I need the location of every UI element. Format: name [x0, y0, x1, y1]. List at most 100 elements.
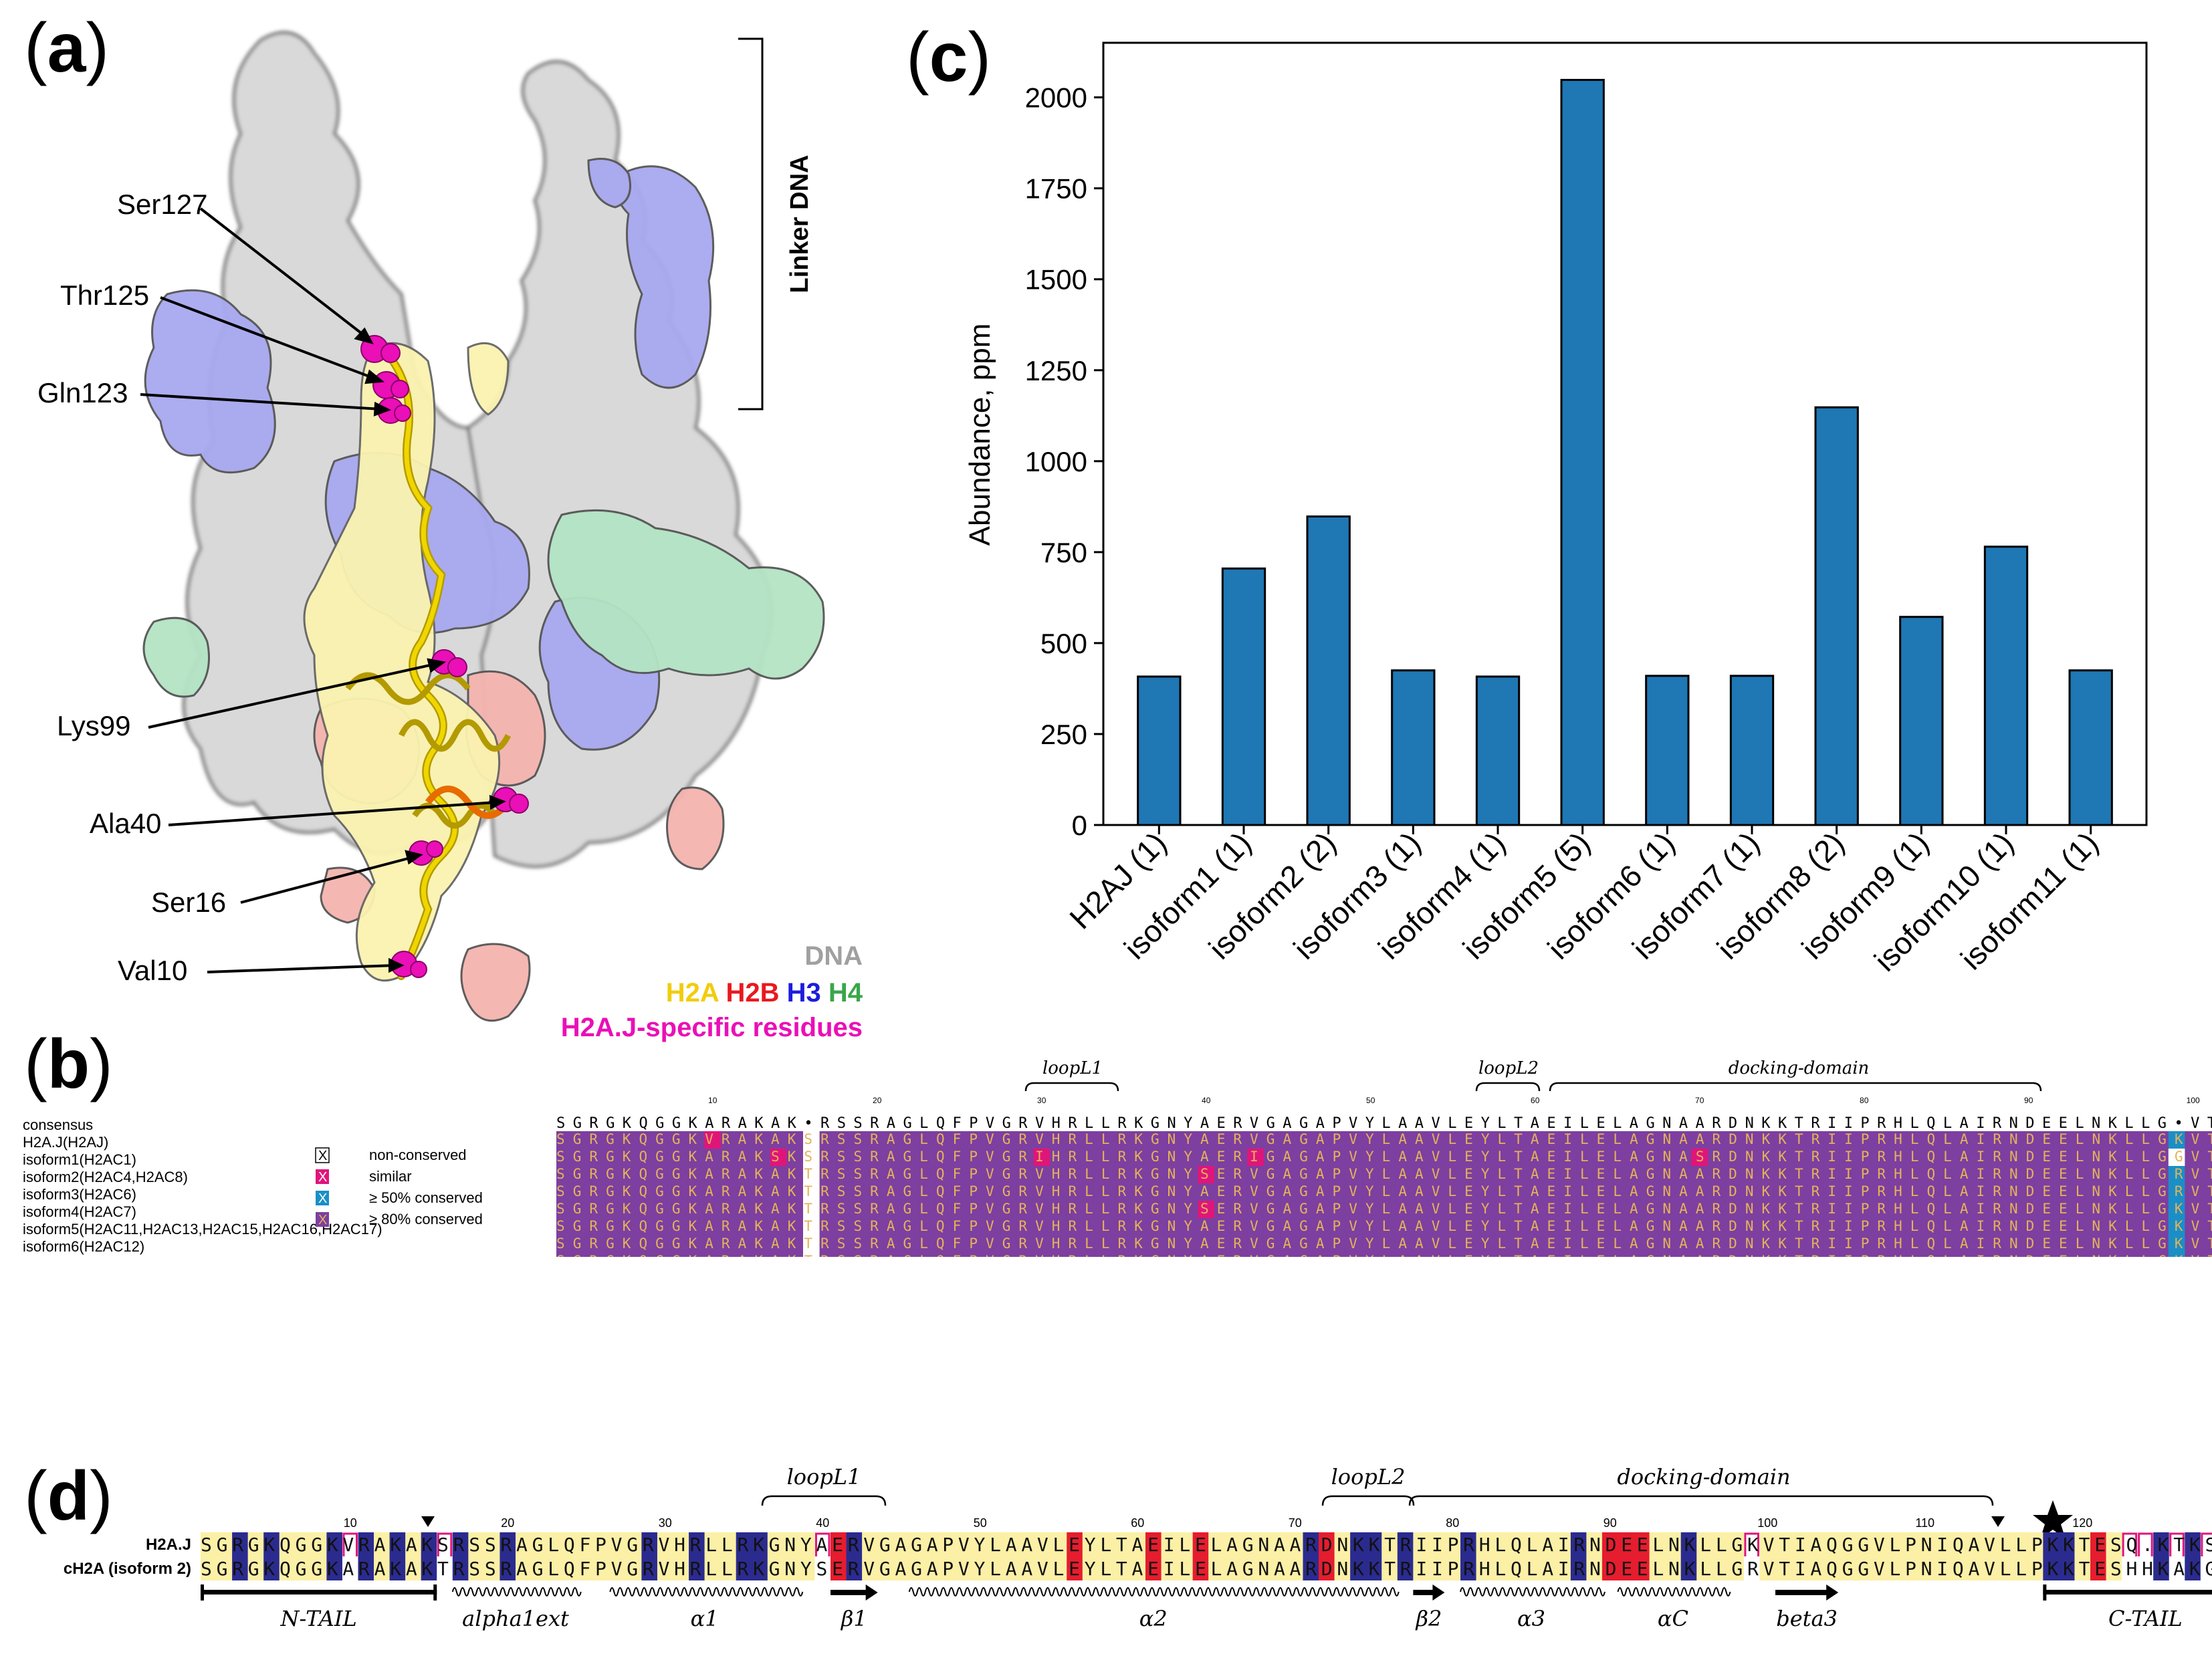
sequence-name: isoform2(H2AC4,H2AC8): [23, 1169, 188, 1185]
alignment-sequence: SGRGKQGGKARAKSKSRSSRAGLQFPVGRIHRLLRKGNYA…: [556, 1149, 2212, 1165]
triangle-marker-icon: [421, 1516, 435, 1527]
residue-label: Ser127: [117, 189, 207, 220]
sequence-name: isoform7(H2AC14): [23, 1256, 144, 1257]
secondary-structure-label: β1: [841, 1606, 867, 1631]
bar: [1899, 616, 1944, 826]
panel-d-alignment: loopL1 loopL2 docking-domain 10 20 30 40 50 6…: [64, 1464, 2212, 1631]
alignment-row: SGRGKQGGKVRAKAKSRSSRAGLQFPVGRVHRLLRKGNYA…: [201, 1532, 2212, 1580]
sequence-name: isoform1(H2AC1): [23, 1151, 136, 1168]
alignment-sequence: SGRGKQGGKARAKAKTRSSRAGLQFPVGRVHRLLRKGNYS…: [556, 1201, 2212, 1217]
alignment-sequence: SGRGKQGGKVRAKAKSRSSRAGLQFPVGRVHRLLRKGNYA…: [556, 1131, 2212, 1147]
linker-dna-label: Linker DNA: [786, 155, 814, 293]
y-tick-label: 0: [1072, 810, 1087, 841]
position-tick: 100: [1757, 1516, 1777, 1530]
position-tick: 90: [2024, 1096, 2033, 1105]
residue-label: Gln123: [37, 377, 128, 408]
bar: [1221, 567, 1266, 826]
position-tick: 50: [1366, 1096, 1375, 1105]
position-tick: 110: [1915, 1516, 1934, 1530]
sequence-name: isoform4(H2AC7): [23, 1203, 136, 1220]
legend-histones: H2A H2B H3 H4: [666, 978, 863, 1008]
residue-label: Thr125: [60, 279, 149, 311]
alignment-sequence: SGRGKQGGKARAKAKTRSSRAGLQFPVGRVHRLLRKGNYA…: [556, 1218, 2212, 1234]
docking-domain-label: docking-domain: [1729, 1058, 1870, 1078]
loopL2-label: loopL2: [1331, 1464, 1406, 1490]
plot-frame: [1102, 41, 2148, 826]
panel-b-label: (b): [24, 1026, 113, 1103]
secondary-structure-label: αC: [1658, 1606, 1688, 1631]
position-tick: 40: [816, 1516, 829, 1530]
legend-glyph: X: [318, 1191, 327, 1206]
position-tick: 90: [1603, 1516, 1617, 1530]
alignment-sequence: SGRGKQGGKARAKAKTRSSRAGLQFPVGRVHRLLRKGNYA…: [556, 1235, 2212, 1252]
bar: [1560, 79, 1605, 826]
legend-specific: H2A.J-specific residues: [561, 1013, 863, 1042]
position-tick: 30: [1037, 1096, 1046, 1105]
legend-text: similar: [369, 1168, 412, 1185]
alignment-row: SGRGKQGGKARAKAKTRSSRAGLQFPVGRVHRLLRKGNYS…: [201, 1556, 2212, 1580]
triangle-marker-icon: [1991, 1516, 2005, 1527]
legend-text: non-conserved: [369, 1147, 467, 1163]
panel-c-label: (c): [906, 19, 992, 96]
position-tick: 100: [2187, 1096, 2200, 1105]
abundance-bar-chart: Abundance, ppm 0 250 500 750 1000 1250 1500 175…: [964, 41, 2148, 978]
bar: [1983, 546, 2029, 826]
y-tick-label: 750: [1040, 537, 1087, 568]
docking-domain-label: docking-domain: [1617, 1464, 1790, 1490]
alignment-row: SGRGKQGGKARAKAKTRSSRAGLQFPVGRVHRLLRKGNYA…: [556, 1235, 2212, 1253]
position-tick: 120: [2072, 1516, 2092, 1530]
panel-a-label: (a): [24, 9, 110, 87]
bar: [1645, 675, 1690, 826]
position-tick: 20: [873, 1096, 882, 1105]
secondary-structure-label: α3: [1517, 1606, 1545, 1631]
loopL1-label: loopL1: [787, 1464, 861, 1490]
bar: [1729, 675, 1775, 826]
sequence-name: H2A.J: [146, 1536, 191, 1554]
secondary-structure-label: alpha1ext: [462, 1606, 569, 1631]
bar: [1306, 515, 1351, 826]
position-tick: 50: [974, 1516, 987, 1530]
consensus-name: consensus: [23, 1116, 93, 1133]
panel-b-alignment: loopL1 loopL2 docking-domain 10 20 30 40 50 6…: [23, 1058, 2212, 1257]
position-tick: 80: [1860, 1096, 1869, 1105]
y-tick-label: 1250: [1025, 355, 1087, 386]
y-axis-label: Abundance, ppm: [964, 324, 996, 546]
alignment-sequence: SGRGKQGGKARAKAKTRSSRAGLQFPVGRVHRLLRKGNYS…: [556, 1166, 2212, 1182]
sequence-name: cH2A (isoform 2): [64, 1560, 191, 1578]
secondary-structure-label: α2: [1139, 1606, 1168, 1631]
star-icon: [2033, 1500, 2073, 1539]
panel-d-label: (d): [24, 1457, 113, 1535]
y-tick-label: 2000: [1025, 82, 1087, 114]
legend-dna: DNA: [804, 941, 863, 971]
legend-text: ≥ 80% conserved: [369, 1211, 483, 1227]
y-tick-label: 1500: [1025, 264, 1087, 296]
sequence-name: isoform6(H2AC12): [23, 1238, 144, 1255]
residue-label: Val10: [118, 955, 187, 986]
alignment-row: SGRGKQGGKARAKAKTRSSRAGLQFPVGRVHRLLRKGNYA…: [556, 1183, 2212, 1201]
secondary-structure-label: beta3: [1776, 1606, 1838, 1631]
alignment-row: SGRGKQGGKARAKAKTRSSRAGLQFPVGRVHRLLRKGNYS…: [556, 1166, 2212, 1183]
alignment-row: SGRGKQGGKARAKAKTRSSRAGLQFPVGRVHRLLRKGNYS…: [556, 1201, 2212, 1218]
panel-a-structure: Ser127 Thr125 Gln123 Lys99 Ala40 Ser16 V…: [37, 31, 863, 1042]
secondary-structure-label: β2: [1415, 1606, 1442, 1631]
y-tick-label: 250: [1040, 719, 1087, 750]
linker-bracket: [738, 37, 764, 410]
alignment-sequence: SGRGKQGGKARAKAKTRSSRAGLQFPVGRVHRLLRKGNYA…: [556, 1253, 2212, 1257]
y-tick-label: 1750: [1025, 173, 1087, 205]
alignment-row: SGRGKQGGKVRAKAKSRSSRAGLQFPVGRVHRLLRKGNYA…: [556, 1131, 2212, 1149]
loopL2-label: loopL2: [1478, 1058, 1539, 1078]
position-tick: 30: [659, 1516, 672, 1530]
alignment-row: SGRGKQGGKARAKSKSRSSRAGLQFPVGRIHRLLRKGNYA…: [556, 1149, 2212, 1166]
legend-glyph: X: [318, 1149, 327, 1163]
consensus-sequence: SGRGKQGGKARAKAK•RSSRAGLQFPVGRVHRLLRKGNYA…: [556, 1115, 2212, 1132]
position-tick: 10: [344, 1516, 357, 1530]
y-tick-label: 1000: [1025, 446, 1087, 477]
residue-label: Lys99: [57, 710, 131, 741]
position-tick: 70: [1289, 1516, 1302, 1530]
residue-label: Ser16: [151, 887, 226, 918]
bar: [1475, 675, 1521, 826]
y-tick-label: 500: [1040, 628, 1087, 659]
position-tick: 80: [1446, 1516, 1459, 1530]
alignment-sequence: SGRGKQGGKARAKAKTRSSRAGLQFPVGRVHRLLRKGNYA…: [556, 1183, 2212, 1199]
position-tick: 60: [1531, 1096, 1540, 1105]
